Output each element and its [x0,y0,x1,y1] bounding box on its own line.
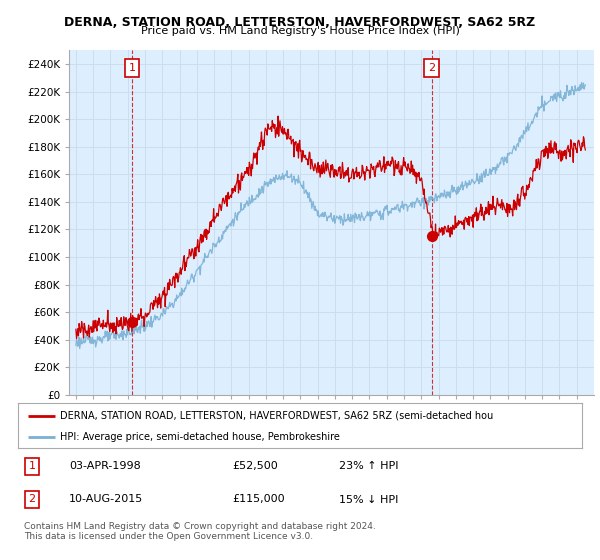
Text: Price paid vs. HM Land Registry's House Price Index (HPI): Price paid vs. HM Land Registry's House … [140,26,460,36]
Text: DERNA, STATION ROAD, LETTERSTON, HAVERFORDWEST, SA62 5RZ: DERNA, STATION ROAD, LETTERSTON, HAVERFO… [64,16,536,29]
Text: 1: 1 [29,461,35,472]
Text: Contains HM Land Registry data © Crown copyright and database right 2024.
This d: Contains HM Land Registry data © Crown c… [24,522,376,542]
Text: 1: 1 [128,63,136,73]
Text: DERNA, STATION ROAD, LETTERSTON, HAVERFORDWEST, SA62 5RZ (semi-detached hou: DERNA, STATION ROAD, LETTERSTON, HAVERFO… [60,410,494,421]
Text: 10-AUG-2015: 10-AUG-2015 [69,494,143,505]
Text: 23% ↑ HPI: 23% ↑ HPI [340,461,399,472]
Text: 2: 2 [428,63,435,73]
Text: 03-APR-1998: 03-APR-1998 [69,461,140,472]
Text: 15% ↓ HPI: 15% ↓ HPI [340,494,399,505]
Text: HPI: Average price, semi-detached house, Pembrokeshire: HPI: Average price, semi-detached house,… [60,432,340,442]
Text: £115,000: £115,000 [232,494,285,505]
Text: £52,500: £52,500 [232,461,278,472]
Text: 2: 2 [29,494,35,505]
